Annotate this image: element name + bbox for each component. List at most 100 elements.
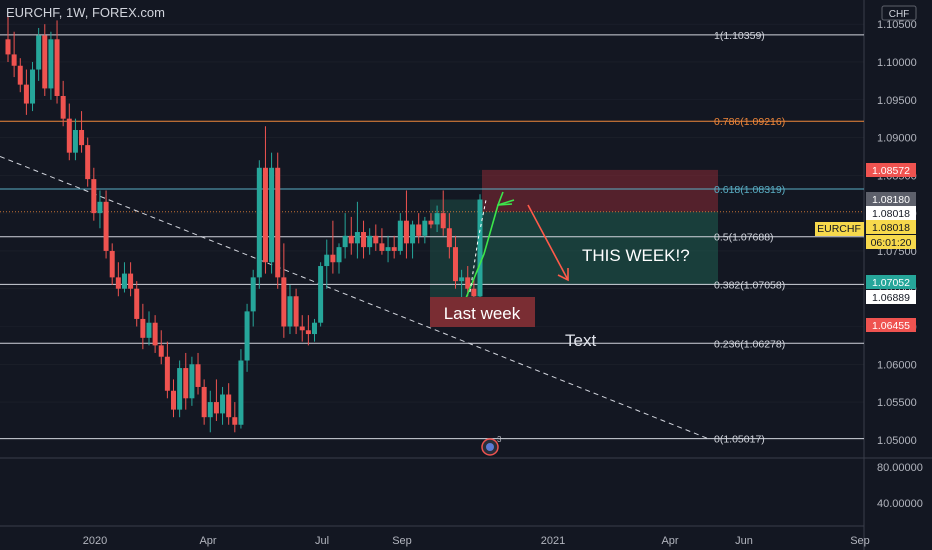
price-tag-label: 1.06889: [872, 292, 910, 304]
candle: [269, 167, 275, 263]
candle: [164, 356, 170, 391]
currency-box[interactable]: [881, 5, 917, 21]
candle: [367, 235, 373, 248]
price-tag-box: [866, 318, 916, 332]
this-week-label: THIS WEEK!?: [582, 246, 690, 265]
price-tags: 1.085721.081801.080181.0801806:01:201.07…: [866, 163, 916, 332]
candle: [66, 118, 72, 153]
stop-loss-zone[interactable]: [482, 169, 718, 212]
candle: [299, 326, 305, 331]
candle: [183, 368, 189, 399]
fib-label-0.236: 0.236(1.06278): [714, 338, 785, 350]
time-axis[interactable]: 2020 Apr Jul Sep 2021 Jun Apr Sep: [83, 535, 870, 547]
candle: [11, 54, 17, 66]
candle: [434, 213, 440, 225]
candle: [416, 224, 422, 236]
take-profit-zone[interactable]: [482, 211, 718, 285]
trend-line[interactable]: [0, 155, 709, 440]
fib-label-0.5: 0.5(1.07688): [714, 232, 774, 244]
candle: [5, 39, 11, 55]
time-tick-label: Apr: [661, 535, 678, 547]
candle: [158, 345, 164, 357]
candle: [54, 39, 60, 96]
candle: [115, 277, 121, 289]
candle: [262, 167, 268, 263]
price-tag-label: 1.07052: [872, 277, 910, 289]
price-tick-label: 1.05000: [877, 435, 917, 447]
indicator-tick-label: 40.00000: [877, 498, 923, 510]
candle: [79, 129, 85, 146]
time-tick-label: Apr: [199, 535, 216, 547]
candle: [293, 296, 299, 327]
green-arrow[interactable]: [465, 199, 515, 299]
candle: [305, 330, 311, 335]
candle: [281, 277, 287, 327]
candle: [459, 277, 465, 282]
candle: [140, 318, 146, 338]
price-tag-box: [866, 192, 916, 206]
price-tick-label: 1.09000: [877, 133, 917, 145]
candle: [109, 250, 115, 278]
candle: [220, 394, 226, 414]
price-tick-label: 1.09500: [877, 95, 917, 107]
time-tick-label: Sep: [392, 535, 412, 547]
candle: [324, 254, 330, 267]
candle: [379, 243, 385, 251]
price-tag-box: [866, 206, 916, 220]
candle: [91, 179, 97, 214]
last-week-label: Last week: [444, 304, 521, 323]
candle: [318, 266, 324, 323]
price-tick-label: 1.05500: [877, 397, 917, 409]
symbol-title: EURCHF, 1W, FOREX.com: [6, 5, 165, 20]
candle: [42, 35, 48, 89]
green-arrow-head: [496, 191, 513, 206]
candle: [385, 247, 391, 251]
candle: [48, 39, 54, 89]
candle: [250, 277, 256, 312]
trade-zones[interactable]: [430, 169, 718, 298]
candle: [201, 386, 207, 418]
candle: [195, 364, 201, 387]
event-icon: [486, 443, 494, 451]
last-week-box[interactable]: [430, 297, 535, 327]
fib-label-0: 0(1.05017): [714, 434, 765, 446]
candle: [207, 402, 213, 418]
price-tick-label: 1.10000: [877, 57, 917, 69]
fib-label-0.382: 0.382(1.07058): [714, 279, 785, 291]
price-tag-label: 1.06455: [872, 320, 910, 332]
price-tag-box: [866, 220, 916, 234]
drawings[interactable]: [465, 191, 569, 299]
fib-label-1: 1(1.10359): [714, 30, 765, 42]
candle: [213, 402, 219, 414]
time-tick-label: Sep: [850, 535, 870, 547]
candle: [373, 235, 379, 244]
dashed-path: [469, 199, 487, 293]
candle: [403, 220, 409, 244]
candle: [152, 322, 158, 346]
candle: [477, 199, 483, 297]
price-tag-box: [866, 290, 916, 304]
candle: [391, 247, 397, 251]
candle: [330, 254, 336, 263]
candle: [103, 201, 109, 251]
candle: [311, 322, 317, 335]
candle: [97, 201, 103, 214]
candle: [189, 364, 195, 399]
fib-retracement[interactable]: 1(1.10359) 0.786(1.09216) 0.618(1.08319) 0.…: [0, 30, 864, 446]
candle: [17, 65, 23, 85]
candle: [256, 167, 262, 278]
fib-label-0.786: 0.786(1.09216): [714, 116, 785, 128]
candle: [171, 390, 177, 410]
candle: [177, 368, 183, 410]
symbol-tag-box: [815, 222, 864, 236]
candle: [238, 360, 244, 425]
candle: [287, 296, 293, 327]
candle: [244, 311, 250, 361]
price-tick-label: 1.07500: [877, 246, 917, 258]
candle: [397, 220, 403, 251]
price-tag-box: [866, 235, 916, 249]
price-tag-label: 1.08572: [872, 165, 910, 177]
red-arrow[interactable]: [527, 204, 569, 281]
price-tag-box: [866, 163, 916, 177]
indicator-axis: 80.00000 40.00000: [877, 462, 923, 510]
